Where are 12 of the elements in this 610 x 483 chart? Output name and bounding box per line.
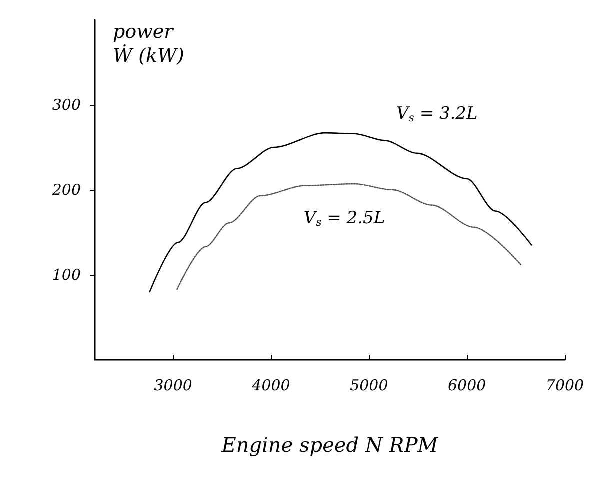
x-tick-label: 3000 — [154, 376, 193, 394]
x-tick-label: 4000 — [251, 376, 291, 394]
y-tick-label: 300 — [52, 96, 82, 114]
x-tick-label: 6000 — [448, 376, 487, 394]
line-series — [149, 132, 532, 293]
y-axis-title: power Ẇ (kW) — [113, 21, 184, 67]
y-tick-label: 100 — [52, 266, 82, 284]
x-tick-label: 7000 — [546, 376, 585, 394]
line-series — [176, 183, 522, 290]
x-axis-title: Engine speed N RPM — [220, 433, 439, 457]
x-tick-label: 5000 — [350, 376, 389, 394]
y-tick-label: 200 — [51, 181, 82, 199]
